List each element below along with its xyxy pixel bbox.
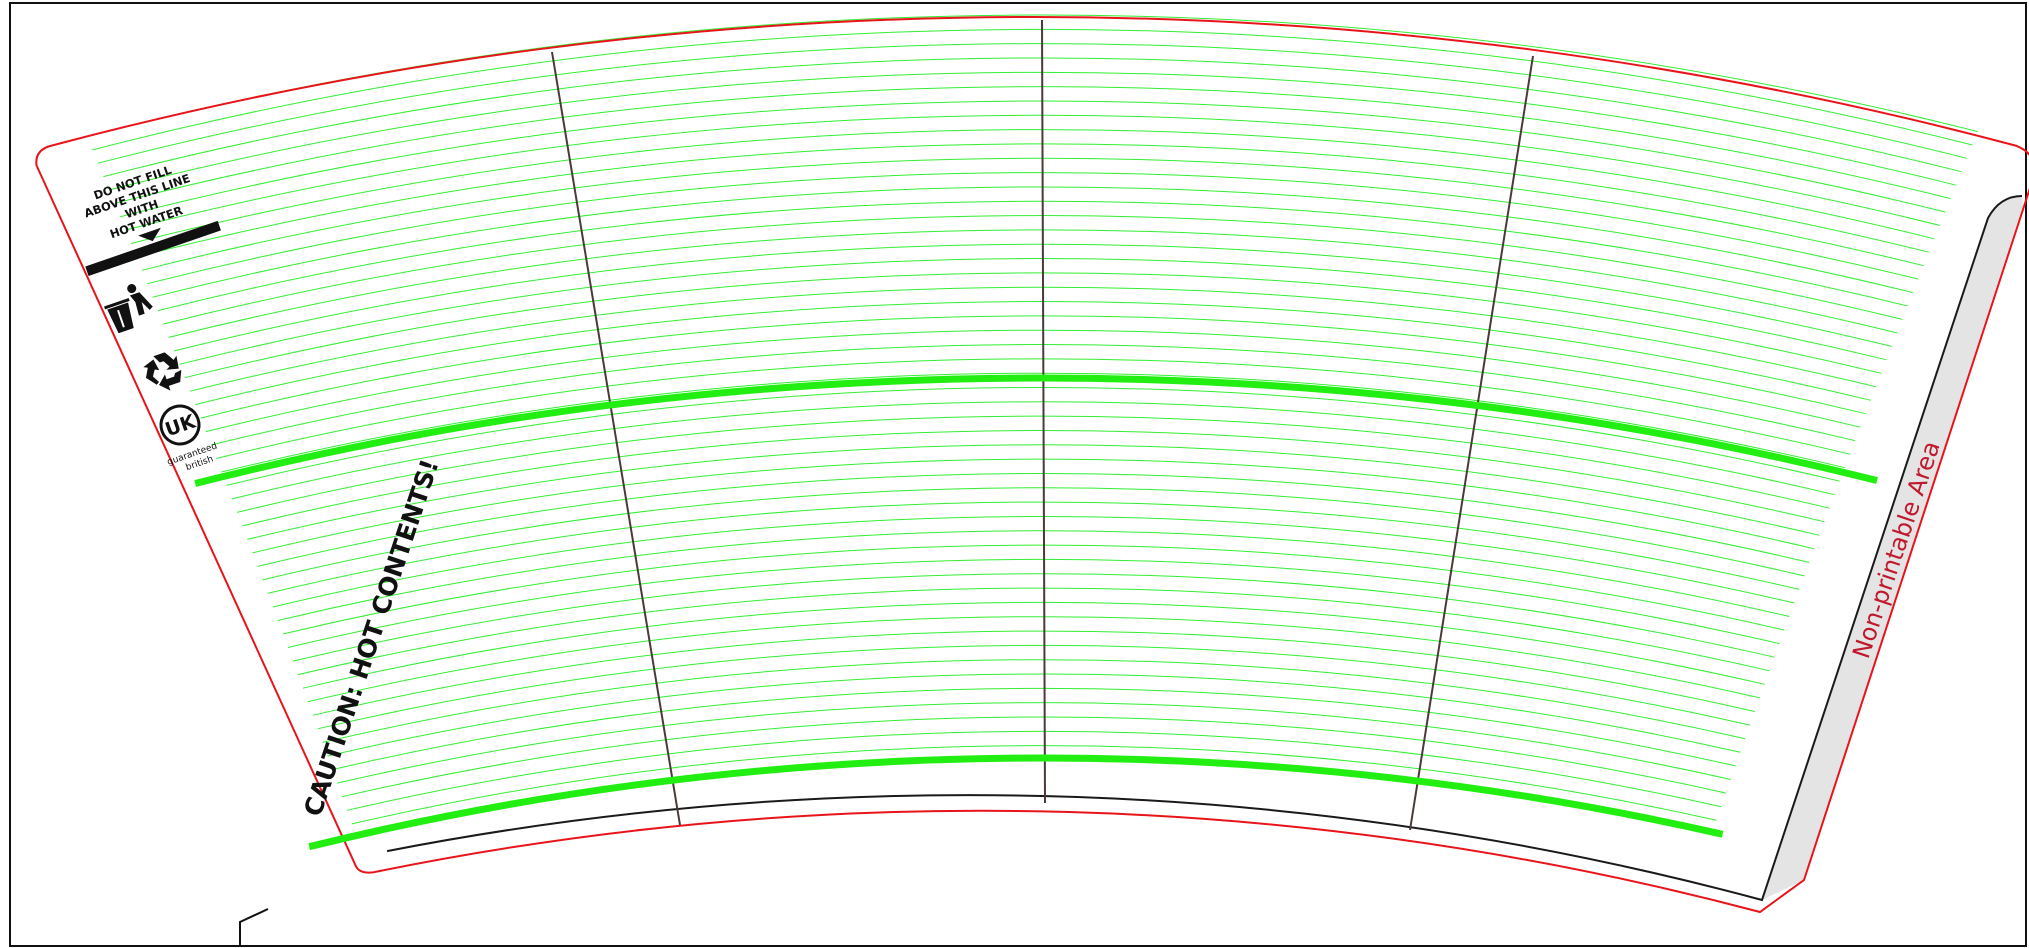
guide-arc bbox=[125, 114, 1940, 231]
guide-arc bbox=[242, 430, 1825, 527]
guide-arc bbox=[130, 129, 1935, 244]
guide-arc bbox=[226, 386, 1840, 486]
warning-arrow-icon bbox=[138, 227, 161, 242]
guide-arc bbox=[297, 587, 1770, 676]
frame-notch bbox=[239, 908, 269, 946]
guide-arc bbox=[200, 315, 1866, 419]
guide-arc bbox=[103, 57, 1962, 178]
guide-arc bbox=[189, 286, 1877, 392]
guide-arc bbox=[114, 86, 1951, 204]
guide-arc bbox=[195, 301, 1871, 406]
panel-divider bbox=[1409, 55, 1534, 831]
guide-arc bbox=[257, 473, 1810, 567]
warning-bar bbox=[85, 220, 221, 276]
guide-arc bbox=[252, 458, 1815, 554]
panel-divider bbox=[1041, 19, 1046, 804]
panel-divider bbox=[551, 51, 681, 826]
guide-arc bbox=[147, 172, 1919, 285]
guide-arc bbox=[312, 630, 1756, 716]
guide-arc bbox=[173, 243, 1892, 352]
cut-outline bbox=[35, 16, 2029, 914]
guide-arc bbox=[119, 100, 1946, 218]
guide-arc bbox=[92, 28, 1973, 151]
guide-arc bbox=[341, 716, 1727, 798]
fold-line bbox=[386, 195, 2023, 902]
guide-arc bbox=[141, 157, 1924, 271]
guide-arc bbox=[332, 687, 1736, 771]
guide-arc bbox=[231, 401, 1835, 500]
guide-arc bbox=[346, 730, 1722, 811]
guide-arc bbox=[210, 344, 1856, 446]
non-printable-label: Non-printable Area bbox=[1847, 438, 1946, 662]
guide-arc bbox=[292, 573, 1775, 662]
guide-arcs bbox=[86, 14, 1978, 838]
guide-arc bbox=[307, 616, 1760, 703]
guide-arc bbox=[282, 544, 1785, 635]
guide-arc bbox=[221, 372, 1846, 473]
guide-arc bbox=[317, 644, 1751, 730]
guide-arc bbox=[136, 143, 1930, 258]
guide-arc bbox=[302, 601, 1765, 689]
guide-arc bbox=[163, 215, 1903, 325]
guide-arc bbox=[236, 415, 1830, 513]
guide-arc bbox=[351, 745, 1717, 825]
guide-arc bbox=[184, 272, 1882, 379]
guide-arc bbox=[216, 358, 1851, 459]
guide-arc bbox=[152, 186, 1914, 298]
glue-tab bbox=[1762, 196, 2023, 900]
guide-arc bbox=[272, 516, 1795, 608]
guide-arc bbox=[205, 329, 1861, 433]
recycle-icon bbox=[143, 352, 182, 391]
tidyman-bin-icon bbox=[104, 284, 153, 334]
fill-line-top bbox=[194, 374, 1878, 487]
guide-arc bbox=[277, 530, 1790, 621]
panel-dividers bbox=[551, 19, 1534, 831]
guide-arc bbox=[179, 258, 1887, 365]
guide-arc bbox=[337, 702, 1731, 784]
guide-arc bbox=[108, 71, 1957, 191]
fill-line-bottom bbox=[308, 754, 1724, 851]
guide-arc bbox=[97, 43, 1968, 164]
warning-block: DO NOT FILL ABOVE THIS LINE WITH HOT WAT… bbox=[82, 162, 221, 276]
guide-arc bbox=[327, 673, 1741, 757]
guide-arc bbox=[262, 487, 1805, 581]
guide-arc bbox=[287, 558, 1780, 648]
guide-arc bbox=[267, 501, 1800, 594]
page-border bbox=[9, 2, 2027, 947]
caution-text: CAUTION: HOT CONTENTS! bbox=[298, 456, 444, 820]
guide-arc bbox=[322, 659, 1746, 743]
guide-arc bbox=[247, 444, 1820, 540]
guide-arc bbox=[157, 200, 1908, 312]
guide-arc bbox=[168, 229, 1898, 338]
